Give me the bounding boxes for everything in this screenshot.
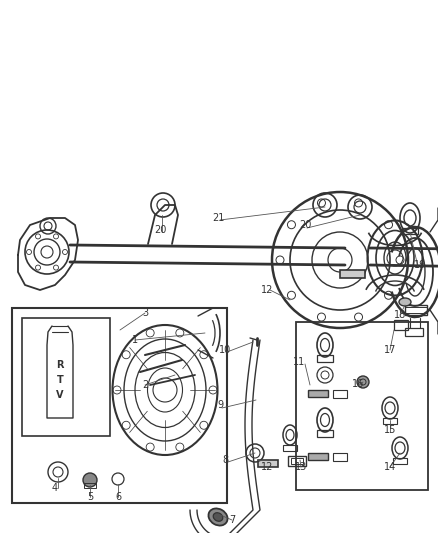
Bar: [405, 307, 427, 313]
Bar: [317, 430, 333, 437]
Text: 20: 20: [299, 220, 311, 230]
Bar: [405, 328, 423, 336]
Bar: [296, 322, 428, 490]
Bar: [288, 456, 306, 466]
Text: 6: 6: [115, 492, 121, 502]
Text: 8: 8: [222, 455, 228, 465]
Text: 13: 13: [295, 462, 307, 472]
Text: 15: 15: [384, 425, 396, 435]
Text: 11: 11: [293, 357, 305, 367]
Text: T: T: [57, 375, 64, 385]
Text: 10: 10: [219, 345, 231, 355]
Bar: [258, 460, 278, 467]
Ellipse shape: [208, 508, 227, 526]
Bar: [405, 305, 427, 315]
Bar: [291, 458, 303, 464]
Text: 3: 3: [142, 308, 148, 318]
Text: 9: 9: [217, 400, 223, 410]
Text: 5: 5: [87, 492, 93, 502]
Ellipse shape: [213, 513, 223, 521]
Bar: [308, 390, 328, 397]
Text: 16: 16: [352, 379, 364, 389]
Bar: [12, 308, 227, 503]
Bar: [393, 458, 407, 464]
Bar: [333, 453, 347, 461]
Text: 18: 18: [394, 310, 406, 320]
Bar: [394, 320, 408, 330]
Bar: [84, 483, 96, 488]
Bar: [317, 355, 333, 362]
Text: 20: 20: [154, 225, 166, 235]
Circle shape: [83, 473, 97, 487]
Bar: [308, 453, 328, 460]
Text: R: R: [56, 360, 64, 370]
Circle shape: [357, 376, 369, 388]
Text: 2: 2: [142, 380, 148, 390]
Text: 4: 4: [52, 483, 58, 493]
Ellipse shape: [399, 298, 411, 306]
Text: V: V: [56, 390, 64, 400]
Text: 1: 1: [132, 335, 138, 345]
Text: 19: 19: [414, 260, 426, 270]
Text: 7: 7: [229, 515, 235, 525]
Bar: [333, 390, 347, 398]
Text: 21: 21: [212, 213, 224, 223]
Bar: [402, 228, 418, 234]
Text: 14: 14: [384, 462, 396, 472]
Text: 12: 12: [261, 285, 273, 295]
Bar: [340, 270, 365, 278]
Bar: [22, 318, 110, 436]
Text: 17: 17: [384, 345, 396, 355]
Bar: [383, 418, 397, 424]
Bar: [283, 445, 297, 451]
Text: 12: 12: [261, 462, 273, 472]
